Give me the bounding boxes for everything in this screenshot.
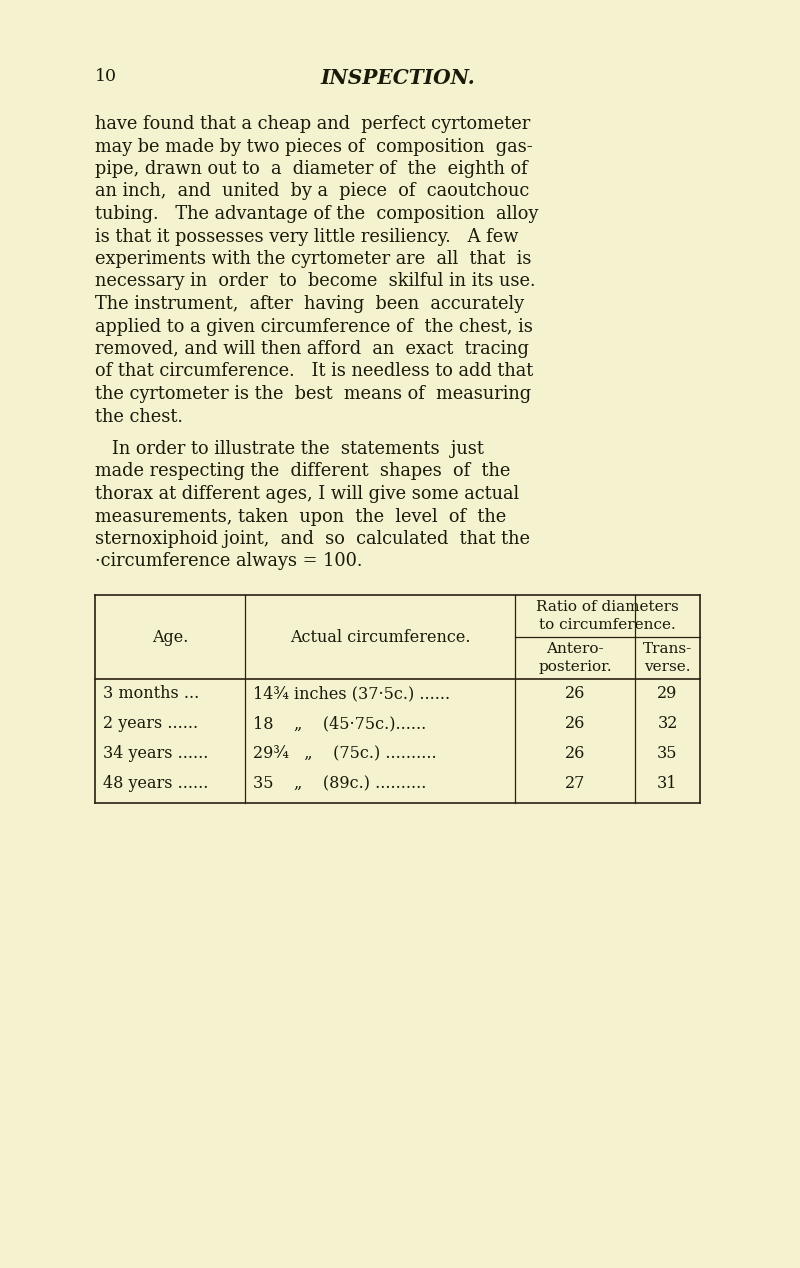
Text: 26: 26 xyxy=(565,746,585,762)
Text: 18    „    (45·75c.)......: 18 „ (45·75c.)...... xyxy=(253,715,426,733)
Text: 14¾ inches (37·5c.) ......: 14¾ inches (37·5c.) ...... xyxy=(253,686,450,702)
Text: Ratio of diameters
to circumference.: Ratio of diameters to circumference. xyxy=(536,600,679,633)
Text: sternoxiphoid joint,  and  so  calculated  that the: sternoxiphoid joint, and so calculated t… xyxy=(95,530,530,548)
Text: 10: 10 xyxy=(95,68,117,85)
Text: made respecting the  different  shapes  of  the: made respecting the different shapes of … xyxy=(95,463,510,481)
Text: 34 years ......: 34 years ...... xyxy=(103,746,208,762)
Text: applied to a given circumference of  the chest, is: applied to a given circumference of the … xyxy=(95,317,533,336)
Text: experiments with the cyrtometer are  all  that  is: experiments with the cyrtometer are all … xyxy=(95,250,531,268)
Text: pipe, drawn out to  a  diameter of  the  eighth of: pipe, drawn out to a diameter of the eig… xyxy=(95,160,528,178)
Text: the chest.: the chest. xyxy=(95,407,183,426)
Text: the cyrtometer is the  best  means of  measuring: the cyrtometer is the best means of meas… xyxy=(95,385,531,403)
Text: is that it possesses very little resiliency.   A few: is that it possesses very little resilie… xyxy=(95,227,518,246)
Text: have found that a cheap and  perfect cyrtometer: have found that a cheap and perfect cyrt… xyxy=(95,115,530,133)
Text: The instrument,  after  having  been  accurately: The instrument, after having been accura… xyxy=(95,295,524,313)
Text: Age.: Age. xyxy=(152,629,188,645)
Text: 35: 35 xyxy=(658,746,678,762)
Text: thorax at different ages, I will give some actual: thorax at different ages, I will give so… xyxy=(95,484,519,503)
Text: 29¾   „    (75c.) ..........: 29¾ „ (75c.) .......... xyxy=(253,746,437,762)
Text: ·circumference always = 100.: ·circumference always = 100. xyxy=(95,553,362,571)
Text: Antero-
posterior.: Antero- posterior. xyxy=(538,642,612,675)
Text: 3 months ...: 3 months ... xyxy=(103,686,199,702)
Text: 32: 32 xyxy=(658,715,678,733)
Text: necessary in  order  to  become  skilful in its use.: necessary in order to become skilful in … xyxy=(95,273,535,290)
Text: an inch,  and  united  by a  piece  of  caoutchouc: an inch, and united by a piece of caoutc… xyxy=(95,183,530,200)
Text: removed, and will then afford  an  exact  tracing: removed, and will then afford an exact t… xyxy=(95,340,529,358)
Text: 31: 31 xyxy=(658,776,678,792)
Text: 2 years ......: 2 years ...... xyxy=(103,715,198,733)
Text: measurements, taken  upon  the  level  of  the: measurements, taken upon the level of th… xyxy=(95,507,506,525)
Text: INSPECTION.: INSPECTION. xyxy=(320,68,475,87)
Text: tubing.   The advantage of the  composition  alloy: tubing. The advantage of the composition… xyxy=(95,205,538,223)
Text: 35    „    (89c.) ..........: 35 „ (89c.) .......... xyxy=(253,776,426,792)
Text: 27: 27 xyxy=(565,776,585,792)
Text: 29: 29 xyxy=(658,686,678,702)
Text: of that circumference.   It is needless to add that: of that circumference. It is needless to… xyxy=(95,363,534,380)
Text: Actual circumference.: Actual circumference. xyxy=(290,629,470,645)
Text: In order to illustrate the  statements  just: In order to illustrate the statements ju… xyxy=(95,440,484,458)
Text: 48 years ......: 48 years ...... xyxy=(103,776,208,792)
Text: may be made by two pieces of  composition  gas-: may be made by two pieces of composition… xyxy=(95,137,533,156)
Text: Trans-
verse.: Trans- verse. xyxy=(643,642,692,675)
Text: 26: 26 xyxy=(565,686,585,702)
Text: 26: 26 xyxy=(565,715,585,733)
